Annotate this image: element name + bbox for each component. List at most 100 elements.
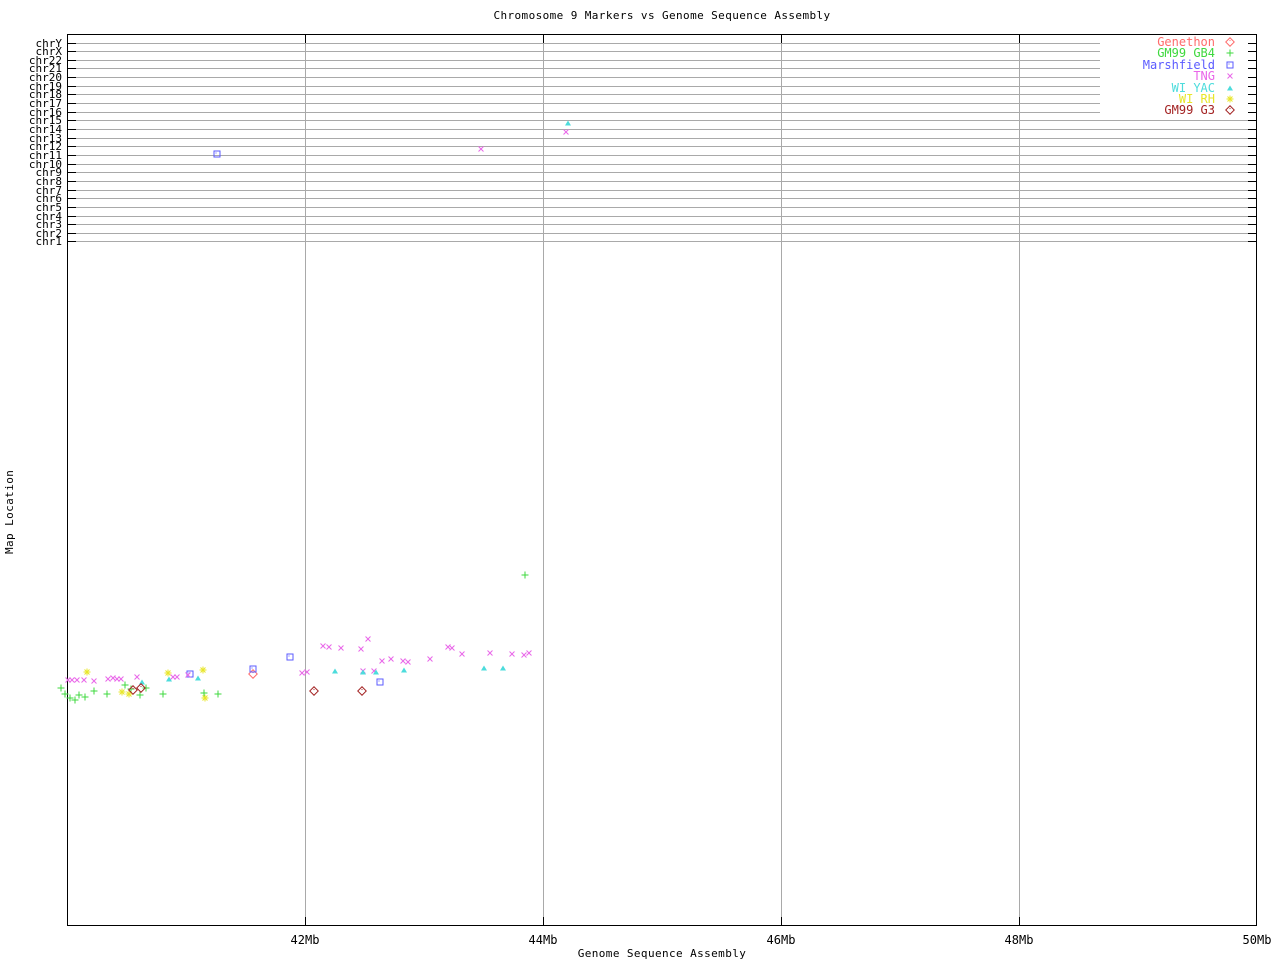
plot-frame: [67, 34, 1257, 926]
legend-marker: [1224, 37, 1236, 47]
y-tick-right: [1248, 77, 1256, 79]
y-tick-left: [68, 180, 76, 182]
y-tick-left: [68, 68, 76, 70]
y-tick-right: [1248, 172, 1256, 174]
y-tick-left: [68, 163, 76, 165]
x-gridline: [305, 35, 306, 925]
y-tick-right: [1248, 120, 1256, 122]
x-tick-label: 50Mb: [1242, 933, 1272, 947]
y-tick-right: [1248, 59, 1256, 61]
y-tick-right: [1248, 232, 1256, 234]
y-tick-right: [1248, 198, 1256, 200]
y-tick-left: [68, 129, 76, 130]
y-tick-right: [1248, 137, 1256, 139]
chromosome-label: chr2: [35, 226, 63, 240]
marker-x-icon: [1225, 71, 1235, 81]
y-tick-left: [68, 94, 76, 96]
chromosome-label: chr22: [28, 53, 62, 67]
chromosome-gridline: [68, 146, 1256, 148]
y-tick-left: [68, 137, 76, 139]
y-tick-right: [1248, 224, 1256, 226]
chromosome-gridline: [68, 241, 1256, 243]
y-tick-left: [68, 77, 76, 79]
chromosome-label: chr17: [28, 97, 62, 111]
legend-item-label: TNG: [1100, 70, 1215, 83]
chromosome-gridline: [68, 224, 1256, 226]
x-tick-label: 46Mb: [766, 933, 796, 947]
legend-item-label: Genethon: [1100, 36, 1215, 48]
chromosome-label: chr6: [35, 192, 63, 206]
chromosome-gridline: [68, 77, 1256, 79]
chromosome-gridline: [68, 198, 1256, 200]
x-tick-bottom: [781, 917, 782, 925]
chromosome-gridline: [68, 172, 1256, 174]
marker-diamond-dot-icon: [1225, 105, 1235, 116]
y-tick-right: [1248, 51, 1256, 53]
legend-marker: [1224, 105, 1236, 116]
x-gridline: [1019, 35, 1020, 925]
y-tick-left: [68, 224, 76, 226]
chromosome-gridline: [68, 189, 1256, 191]
y-tick-left: [68, 103, 76, 105]
chromosome-label: chr10: [28, 157, 62, 171]
chromosome-label: chr4: [35, 209, 63, 223]
x-gridline: [781, 35, 782, 925]
chromosome-label: chr12: [28, 140, 62, 154]
chromosome-label: chr16: [28, 105, 62, 119]
y-tick-left: [68, 59, 76, 61]
x-gridline: [543, 35, 544, 925]
chromosome-label: chr21: [28, 62, 62, 76]
marker-diamond-dot-icon: [1225, 37, 1235, 47]
x-tick-bottom: [305, 917, 306, 925]
chromosome-gridline: [68, 163, 1256, 165]
chromosome-label: chr5: [35, 200, 63, 214]
y-tick-right: [1248, 94, 1256, 96]
legend-item-label: WI YAC: [1100, 81, 1215, 94]
chromosome-label: chrX: [35, 45, 63, 59]
chromosome-gridline: [68, 103, 1256, 105]
x-tick-bottom: [1019, 917, 1020, 925]
chromosome-gridline: [68, 94, 1256, 96]
chromosome-label: chr9: [35, 166, 63, 180]
legend-marker: [1224, 60, 1236, 70]
y-tick-right: [1248, 68, 1256, 70]
x-tick-bottom: [543, 917, 544, 925]
x-tick-top: [543, 35, 544, 43]
chromosome-label: chr1: [35, 235, 63, 249]
chromosome-gridline: [68, 232, 1256, 234]
marker-plus-icon: [57, 684, 65, 692]
y-tick-right: [1248, 241, 1256, 243]
legend-item-label: Marshfield: [1100, 58, 1215, 71]
chromosome-label: chr8: [35, 174, 63, 188]
chart-title: Chromosome 9 Markers vs Genome Sequence …: [493, 9, 831, 22]
chromosome-label: chr3: [35, 218, 63, 232]
y-tick-left: [68, 146, 76, 148]
chromosome-gridline: [68, 129, 1256, 130]
chromosome-gridline: [68, 59, 1256, 61]
chromosome-gridline: [68, 85, 1256, 87]
legend-item-label: GM99 G3: [1100, 104, 1215, 117]
legend-marker: [1224, 71, 1236, 81]
x-tick-top: [305, 35, 306, 43]
chromosome-label: chr15: [28, 114, 62, 128]
marker-triangle-icon: [1227, 85, 1233, 91]
x-axis-label: Genome Sequence Assembly: [577, 947, 747, 960]
chromosome-gridline: [68, 68, 1256, 70]
legend-marker: [1224, 83, 1236, 93]
legend-item-label: WI RH: [1100, 93, 1215, 105]
y-tick-right: [1248, 85, 1256, 87]
y-tick-left: [68, 232, 76, 234]
chromosome-gridline: [68, 206, 1256, 208]
legend-marker: [1224, 48, 1236, 58]
y-tick-left: [68, 172, 76, 174]
chromosome-label: chr20: [28, 71, 62, 85]
legend-item-label: GM99 GB4: [1100, 47, 1215, 60]
y-tick-left: [68, 85, 76, 87]
chromosome-gridline: [68, 154, 1256, 156]
y-tick-left: [68, 241, 76, 243]
y-tick-left: [68, 111, 76, 113]
y-tick-right: [1248, 154, 1256, 156]
chromosome-label: chr11: [28, 148, 62, 162]
chromosome-label: chr19: [28, 79, 62, 93]
y-tick-right: [1248, 189, 1256, 191]
